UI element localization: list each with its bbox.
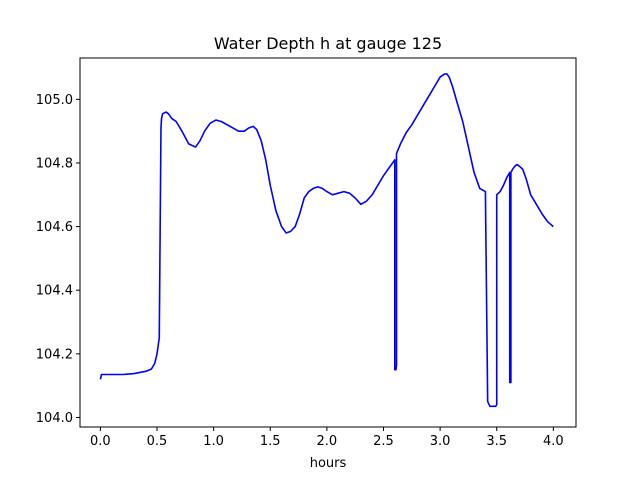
y-tick-label: 104.4 bbox=[36, 284, 73, 299]
series-line-1 bbox=[99, 73, 554, 408]
x-tick-label: 1.0 bbox=[203, 434, 224, 449]
x-tick-label: 3.0 bbox=[430, 434, 451, 449]
x-axis: 0.0 0.5 1.0 1.5 2.0 2.5 3.0 3.5 4.0 bbox=[90, 427, 564, 449]
chart-title: Water Depth h at gauge 125 bbox=[214, 34, 442, 53]
x-tick-label: 0.5 bbox=[147, 434, 168, 449]
x-axis-label: hours bbox=[310, 456, 347, 471]
x-tick-label: 2.5 bbox=[373, 434, 394, 449]
axes-frame bbox=[79, 57, 577, 428]
y-tick-label: 104.6 bbox=[36, 220, 73, 235]
x-tick-label: 4.0 bbox=[543, 434, 564, 449]
y-tick-label: 104.0 bbox=[36, 411, 73, 426]
y-axis: 104.0 104.2 104.4 104.6 104.8 105.0 bbox=[36, 93, 80, 426]
y-tick-label: 104.2 bbox=[36, 347, 73, 362]
x-tick-label: 2.0 bbox=[317, 434, 338, 449]
x-tick-label: 0.0 bbox=[90, 434, 111, 449]
y-tick-label: 104.8 bbox=[36, 156, 73, 171]
x-tick-label: 3.5 bbox=[486, 434, 507, 449]
x-tick-label: 1.5 bbox=[260, 434, 281, 449]
plot-area bbox=[99, 73, 554, 408]
y-tick-label: 105.0 bbox=[36, 93, 73, 108]
